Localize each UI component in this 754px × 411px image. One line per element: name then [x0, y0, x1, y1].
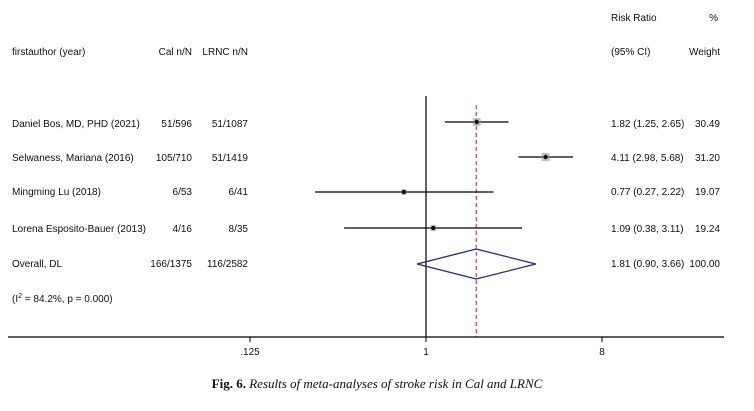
study-row: Mingming Lu (2018) 6/53 6/41 0.77 (0.27,… [12, 187, 720, 198]
study-weight: 19.07 [695, 187, 720, 198]
study-group1: 51/596 [161, 119, 192, 130]
overall-group1: 166/1375 [150, 259, 192, 270]
point-estimate [543, 154, 548, 160]
point-estimate [431, 225, 436, 231]
heterogeneity-prefix: (I [12, 294, 18, 305]
study-label: Mingming Lu (2018) [12, 187, 101, 198]
study-label: Daniel Bos, MD, PHD (2021) [12, 119, 140, 130]
study-group1: 4/16 [173, 224, 193, 235]
header-weight-sub: Weight [689, 47, 720, 58]
study-label: Selwaness, Mariana (2016) [12, 153, 134, 164]
heterogeneity-rest: = 84.2%, p = 0.000) [22, 294, 113, 305]
header-effect-top: Risk Ratio [611, 13, 657, 24]
study-group2: 6/41 [229, 187, 249, 198]
x-tick-label: .125 [240, 347, 260, 358]
study-ci-text: 4.11 (2.98, 5.68) [611, 153, 684, 164]
study-row: Daniel Bos, MD, PHD (2021) 51/596 51/108… [12, 119, 720, 130]
overall-weight: 100.00 [689, 259, 720, 270]
study-group1: 105/710 [156, 153, 193, 164]
study-weight: 19.24 [695, 224, 720, 235]
study-ci-text: 1.82 (1.25, 2.65) [611, 119, 684, 130]
plot-area: .125 1 8 [8, 96, 724, 358]
overall-row: Overall, DL 166/1375 116/2582 1.81 (0.90… [12, 259, 720, 270]
study-ci-text: 0.77 (0.27, 2.22) [611, 187, 684, 198]
point-estimate [401, 189, 407, 195]
forest-plot: firstauthor (year) Cal n/N LRNC n/N Risk… [8, 13, 724, 358]
overall-label: Overall, DL [12, 259, 62, 270]
study-group1: 6/53 [173, 187, 193, 198]
study-label: Lorena Esposito-Bauer (2013) [12, 224, 146, 235]
x-tick-label: 1 [423, 347, 429, 358]
header-weight-top: % [709, 13, 718, 24]
study-group2: 8/35 [229, 224, 249, 235]
overall-diamond [416, 248, 536, 280]
heterogeneity-note: (I2 = 84.2%, p = 0.000) [12, 293, 113, 305]
caption-text: Results of meta-analyses of stroke risk … [249, 376, 543, 391]
heterogeneity-sup: 2 [18, 293, 22, 300]
study-ci-text: 1.09 (0.38, 3.11) [611, 224, 684, 235]
study-weight: 30.49 [695, 119, 720, 130]
figure-caption: Fig. 6. Results of meta-analyses of stro… [0, 376, 754, 392]
point-estimate [474, 119, 479, 125]
overall-ci-text: 1.81 (0.90, 3.66) [611, 259, 684, 270]
study-group2: 51/1087 [212, 119, 249, 130]
x-tick-label: 8 [599, 347, 605, 358]
overall-group2: 116/2582 [207, 259, 248, 270]
header-group2: LRNC n/N [202, 47, 248, 58]
header-study: firstauthor (year) [12, 47, 85, 58]
header-group1: Cal n/N [159, 47, 192, 58]
caption-label: Fig. 6. [211, 376, 246, 391]
study-weight: 31.20 [695, 153, 720, 164]
header-effect-sub: (95% CI) [611, 47, 650, 58]
study-row: Lorena Esposito-Bauer (2013) 4/16 8/35 1… [12, 224, 720, 235]
study-group2: 51/1419 [212, 153, 249, 164]
study-row: Selwaness, Mariana (2016) 105/710 51/141… [12, 153, 720, 164]
